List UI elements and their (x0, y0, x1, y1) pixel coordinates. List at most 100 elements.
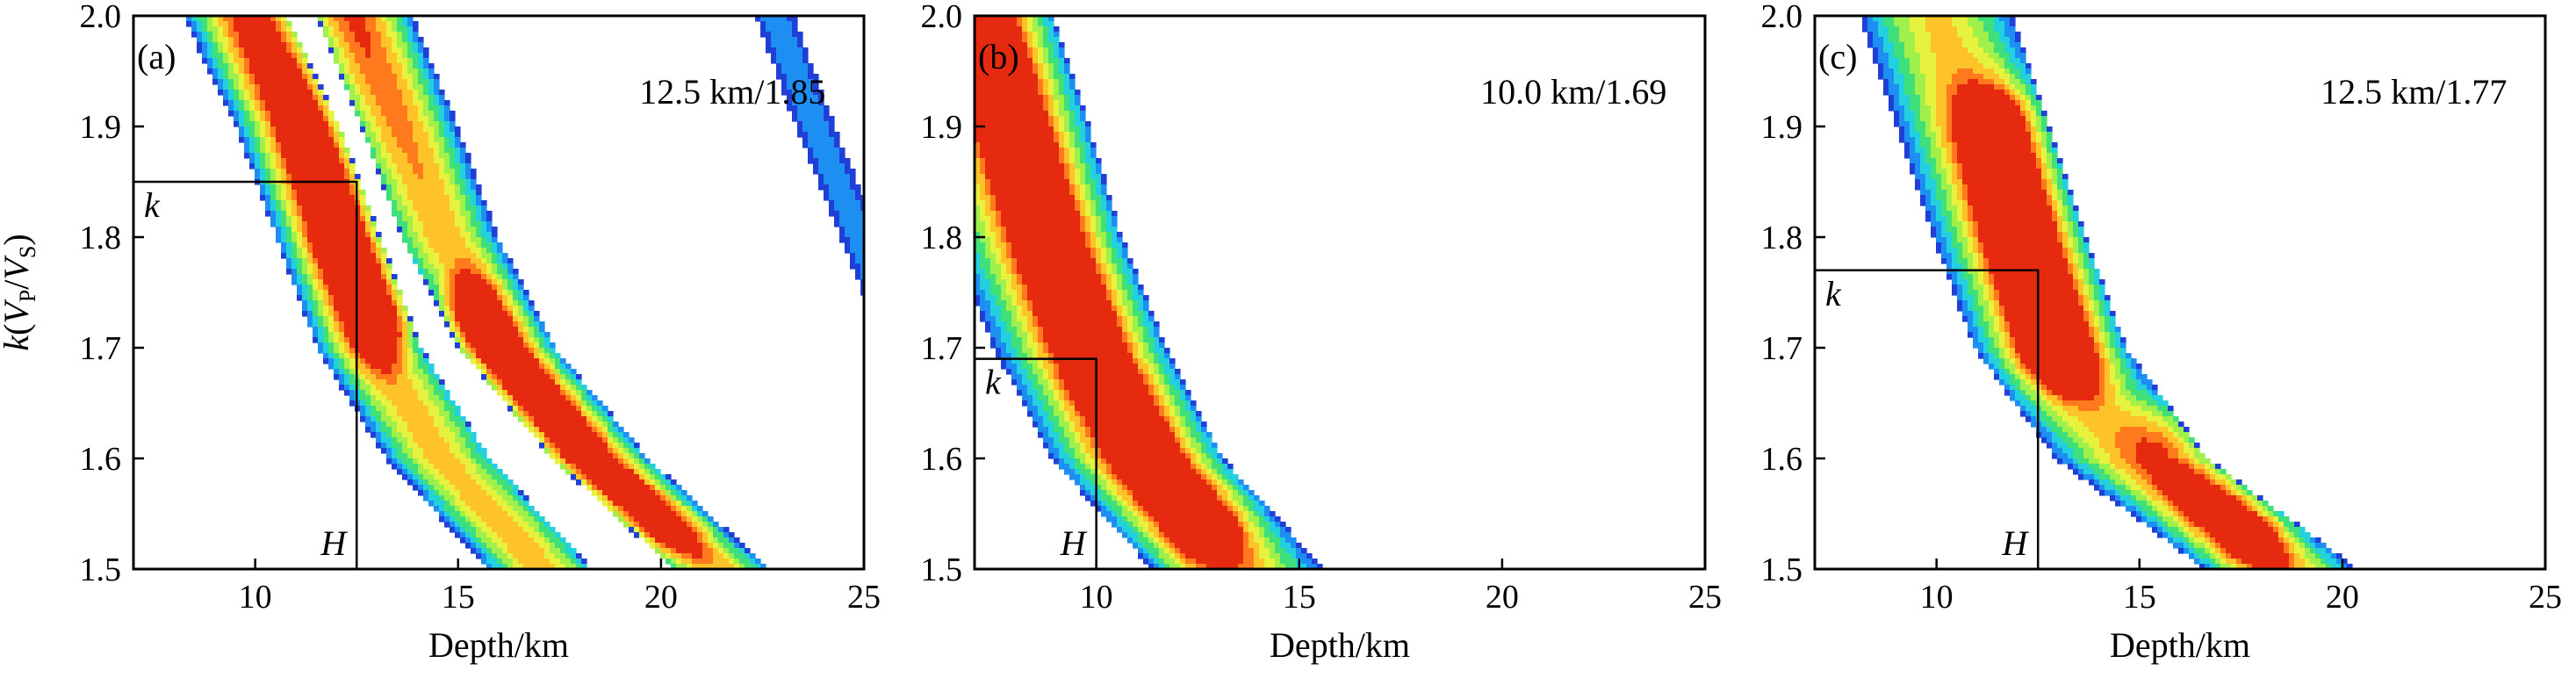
heat-cell (450, 174, 456, 180)
heat-cell (1090, 142, 1097, 148)
heat-cell (529, 395, 535, 401)
heat-cell (497, 532, 503, 538)
heat-cell (265, 205, 271, 212)
heat-cell (1038, 163, 1044, 169)
heat-cell (671, 548, 677, 554)
heat-cell (234, 47, 240, 54)
heat-cell (787, 74, 793, 80)
heat-cell (334, 237, 340, 243)
heat-cell (265, 53, 271, 59)
heat-cell (339, 269, 345, 275)
heat-cell (270, 16, 277, 22)
heat-cell (360, 311, 366, 317)
heat-cell (476, 448, 482, 454)
heat-cell (850, 232, 856, 238)
heat-cell (423, 358, 429, 364)
heat-cell (392, 369, 398, 375)
heat-cell (544, 437, 550, 443)
heat-cell (386, 111, 392, 117)
heat-cell (497, 506, 503, 512)
heat-cell (423, 458, 429, 465)
heat-cell (455, 516, 461, 523)
heat-cell (518, 374, 524, 380)
heat-cell (529, 385, 535, 391)
heat-cell (481, 232, 487, 238)
heat-cell (839, 232, 845, 238)
heat-cell (392, 342, 398, 349)
heat-cell (413, 137, 419, 143)
heat-cell (792, 95, 798, 101)
heat-cell (402, 337, 408, 343)
heat-cell (860, 221, 864, 227)
heat-cell (492, 237, 498, 243)
heat-cell (845, 205, 851, 212)
heat-cell (423, 400, 429, 407)
heat-cell (985, 111, 991, 117)
heat-cell (276, 227, 282, 233)
heat-cell (460, 148, 466, 154)
heat-cell (207, 26, 213, 32)
heat-cell (565, 443, 572, 449)
heat-cell (344, 358, 350, 364)
heat-cell (402, 174, 408, 180)
heat-cell (434, 464, 440, 470)
heat-cell (550, 422, 556, 428)
heat-cell (985, 79, 991, 85)
heat-cell (418, 248, 424, 254)
heat-cell (471, 516, 477, 523)
heat-cell (513, 501, 519, 507)
heat-cell (302, 216, 308, 222)
heat-cell (349, 26, 356, 32)
heat-cell (434, 95, 440, 101)
heat-cell (402, 221, 408, 227)
heat-cell (985, 32, 991, 38)
heat-cell (444, 490, 450, 496)
heat-cell (244, 126, 250, 133)
heat-cell (349, 327, 356, 333)
heat-cell (360, 406, 366, 412)
heat-cell (571, 437, 577, 443)
heat-cell (313, 100, 319, 106)
heat-cell (381, 269, 387, 275)
heat-cell (797, 63, 803, 69)
heat-cell (365, 253, 371, 259)
heat-cell (544, 342, 550, 349)
heat-cell (776, 58, 782, 64)
heat-cell (507, 511, 514, 517)
heat-cell (586, 416, 593, 422)
heat-cell (339, 47, 345, 54)
heat-cell (455, 458, 461, 465)
heat-cell (544, 432, 550, 438)
heat-cell (423, 211, 429, 217)
heat-cell (397, 142, 403, 148)
heat-cell (355, 79, 361, 85)
heat-cell (829, 153, 835, 159)
heat-cell (471, 501, 477, 507)
heat-cell (392, 84, 398, 90)
heat-cell (523, 332, 529, 338)
heat-cell (218, 63, 224, 69)
heat-cell (592, 490, 598, 496)
heat-cell (1054, 63, 1060, 69)
heat-cell (534, 532, 540, 538)
heat-cell (755, 559, 761, 565)
heat-cell (523, 379, 529, 386)
heat-cell (455, 253, 461, 259)
heat-cell (666, 474, 672, 480)
heat-cell (291, 279, 298, 285)
heat-cell (476, 464, 482, 470)
heat-cell (990, 126, 997, 133)
heat-cell (486, 474, 493, 480)
heat-cell (434, 269, 440, 275)
heat-cell (492, 342, 498, 349)
heat-cell (286, 105, 292, 112)
heat-cell (1090, 179, 1097, 185)
heat-cell (313, 84, 319, 90)
heat-cell (781, 79, 788, 85)
heat-cell (381, 63, 387, 69)
heat-cell (845, 242, 851, 249)
heat-cell (270, 132, 277, 138)
heat-cell (850, 227, 856, 233)
heat-cell (302, 142, 308, 148)
heat-cell (402, 327, 408, 333)
